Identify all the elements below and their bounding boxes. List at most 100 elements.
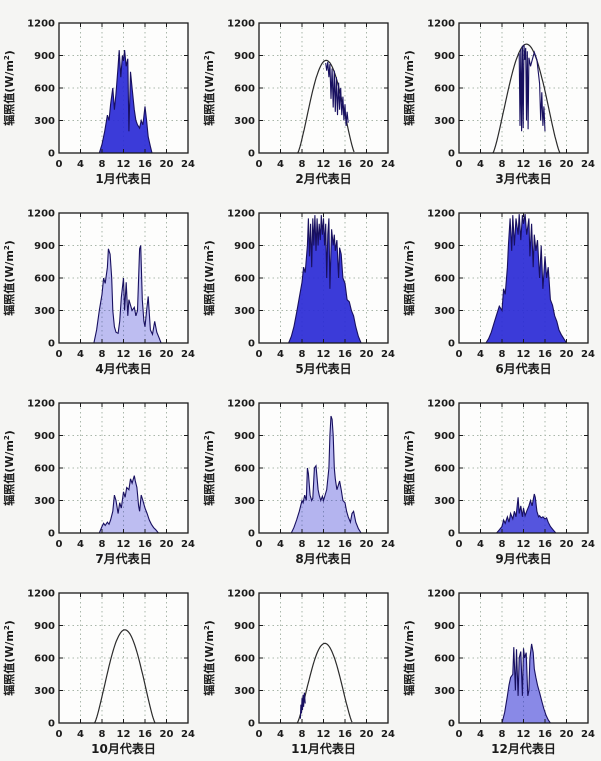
- y-tick-label: 300: [234, 686, 255, 697]
- x-tick-label: 0: [56, 539, 63, 550]
- x-tick-label: 8: [299, 349, 306, 360]
- y-tick-label: 900: [34, 431, 55, 442]
- y-axis-label-superscript: 2: [3, 435, 11, 440]
- y-tick-label: 1200: [227, 209, 255, 220]
- plot-month-11: 0 4 8 12 16 20 24 0 300 600 900 1200 11月代表日 辐照值(W/m2): [202, 589, 395, 757]
- x-axis-label: 8月代表日: [295, 551, 351, 566]
- x-tick-label: 12: [517, 729, 531, 740]
- y-axis-label-close: ): [403, 50, 416, 55]
- y-axis-label-superscript: 2: [203, 55, 211, 60]
- y-tick-label: 1200: [227, 19, 255, 30]
- x-axis-label: 1月代表日: [95, 171, 151, 186]
- y-tick-label: 0: [448, 339, 455, 350]
- plot-border: [458, 212, 589, 344]
- y-axis-label-superscript: 2: [203, 625, 211, 630]
- y-tick-label: 0: [448, 719, 455, 730]
- x-tick-label: 16: [338, 539, 352, 550]
- y-axis-label-superscript: 2: [203, 245, 211, 250]
- y-axis-label: 辐照值(W/m2): [202, 430, 216, 506]
- plot-border: [258, 212, 389, 344]
- x-tick-label: 16: [538, 159, 552, 170]
- x-tick-label: 0: [256, 349, 263, 360]
- y-tick-label: 0: [48, 529, 55, 540]
- x-tick-label: 12: [317, 159, 331, 170]
- y-tick-label: 1200: [227, 589, 255, 600]
- x-tick-label: 12: [117, 349, 131, 360]
- x-tick-label: 20: [360, 349, 374, 360]
- y-tick-label: 900: [234, 621, 255, 632]
- y-tick-label: 900: [434, 431, 455, 442]
- x-tick-label: 24: [381, 349, 395, 360]
- subplot-month-8: 0 4 8 12 16 20 24 0 300 600 900 1200 8月代表日 辐照值(W/m2): [200, 381, 400, 571]
- x-tick-label: 0: [456, 539, 463, 550]
- x-tick-label: 0: [256, 539, 263, 550]
- clear-sky-curve: [93, 629, 156, 724]
- y-axis-label-superscript: 2: [3, 55, 11, 60]
- clear-sky-curve: [296, 642, 353, 724]
- y-axis-label-text: 辐照值(W/m: [2, 250, 16, 316]
- y-tick-label: 1200: [427, 399, 455, 410]
- y-axis-label: 辐照值(W/m2): [402, 240, 416, 316]
- y-tick-label: 600: [434, 654, 455, 665]
- plot-month-6: 0 4 8 12 16 20 24 0 300 600 900 1200 6月代表日 辐照值(W/m2): [402, 209, 595, 377]
- x-tick-label: 0: [456, 349, 463, 360]
- measured-series: [288, 215, 362, 344]
- y-tick-label: 900: [234, 241, 255, 252]
- y-axis-label-superscript: 2: [203, 435, 211, 440]
- x-tick-label: 8: [499, 159, 506, 170]
- x-tick-label: 4: [277, 729, 284, 740]
- measured-series: [93, 245, 162, 344]
- x-tick-label: 16: [138, 159, 152, 170]
- y-axis-label-text: 辐照值(W/m: [2, 60, 16, 126]
- y-tick-label: 0: [48, 149, 55, 160]
- y-tick-label: 300: [234, 116, 255, 127]
- y-tick-label: 0: [248, 719, 255, 730]
- x-axis-label: 10月代表日: [91, 741, 156, 756]
- measured-series: [98, 50, 153, 154]
- subplot-month-12: 0 4 8 12 16 20 24 0 300 600 900 1200 12月代表日 辐照值(W/m2): [400, 571, 600, 761]
- x-tick-label: 4: [277, 539, 284, 550]
- y-tick-label: 300: [434, 116, 455, 127]
- x-tick-label: 8: [299, 159, 306, 170]
- plot-month-12: 0 4 8 12 16 20 24 0 300 600 900 1200 12月代表日 辐照值(W/m2): [402, 589, 595, 757]
- x-tick-label: 8: [99, 349, 106, 360]
- x-tick-label: 4: [277, 349, 284, 360]
- x-tick-label: 8: [99, 159, 106, 170]
- measured-series: [485, 214, 567, 344]
- y-tick-label: 300: [34, 686, 55, 697]
- x-tick-label: 0: [56, 729, 63, 740]
- plot-border: [58, 22, 189, 154]
- x-axis-label: 3月代表日: [495, 171, 551, 186]
- x-tick-label: 16: [538, 539, 552, 550]
- y-tick-label: 300: [434, 306, 455, 317]
- x-tick-label: 12: [517, 349, 531, 360]
- y-axis-label: 辐照值(W/m2): [202, 620, 216, 696]
- grid-lines: [59, 593, 188, 723]
- y-axis-label-text: 辐照值(W/m: [202, 60, 216, 126]
- y-axis-label-text: 辐照值(W/m: [2, 440, 16, 506]
- measured-fill: [99, 475, 159, 533]
- y-axis-label-text: 辐照值(W/m: [402, 60, 416, 126]
- x-tick-label: 16: [138, 349, 152, 360]
- x-tick-label: 24: [181, 159, 195, 170]
- x-tick-label: 16: [538, 729, 552, 740]
- y-axis-label-close: ): [403, 240, 416, 245]
- x-axis-label: 2月代表日: [295, 171, 351, 186]
- x-axis-label: 7月代表日: [95, 551, 151, 566]
- x-tick-label: 12: [317, 729, 331, 740]
- measured-series: [496, 493, 557, 534]
- y-tick-label: 0: [48, 339, 55, 350]
- x-tick-label: 8: [299, 539, 306, 550]
- y-tick-label: 1200: [227, 399, 255, 410]
- x-axis-label: 4月代表日: [95, 361, 151, 376]
- y-tick-label: 600: [434, 464, 455, 475]
- y-tick-label: 900: [434, 51, 455, 62]
- y-axis-label-superscript: 2: [403, 435, 411, 440]
- measured-series: [518, 44, 546, 132]
- x-tick-label: 16: [338, 349, 352, 360]
- measured-series: [290, 415, 362, 534]
- grid-lines: [59, 403, 188, 533]
- x-tick-label: 12: [117, 539, 131, 550]
